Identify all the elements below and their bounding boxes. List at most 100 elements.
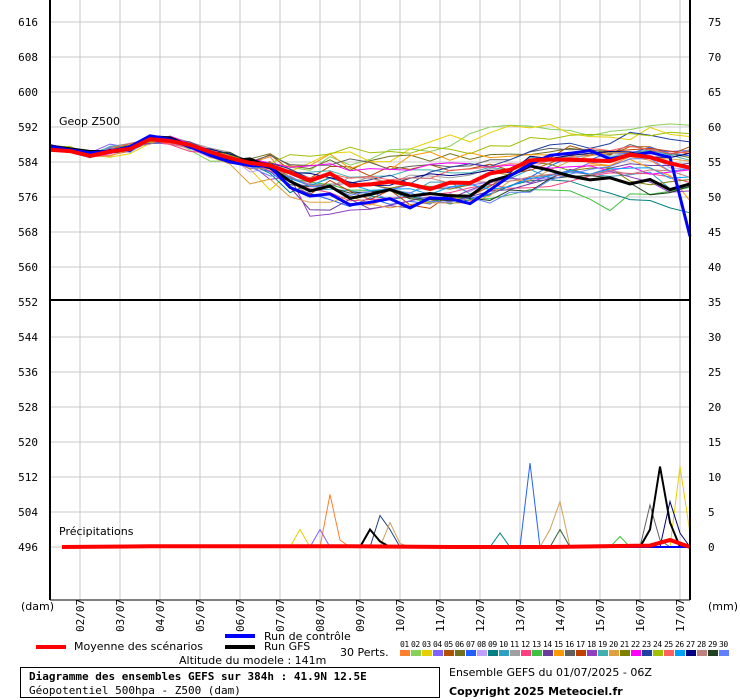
y-tick-right: 5 [708,506,715,519]
legend-pert-swatch [477,650,487,656]
legend-pert-swatch [444,650,454,656]
y-tick-left: 568 [18,226,38,239]
y-tick-right: 30 [708,331,721,344]
y-tick-left: 552 [18,296,38,309]
precip-panel-title: Précipitations [59,525,134,538]
precip-line-12 [62,499,691,548]
legend-pert-number: 17 [576,640,585,649]
legend-control-label: Run de contrôle [264,630,351,643]
x-tick-date: 09/07 [354,599,367,632]
y-tick-left: 520 [18,436,38,449]
y-tick-right: 15 [708,436,721,449]
y-tick-left: 584 [18,156,38,169]
y-tick-right: 70 [708,51,721,64]
precip-line-02 [62,466,691,548]
legend-pert-number: 15 [554,640,563,649]
legend-pert-number: 27 [686,640,695,649]
legend-pert-number: 26 [675,640,684,649]
legend-pert-swatch [598,650,608,656]
x-tick-date: 10/07 [394,599,407,632]
legend-pert-number: 30 [719,640,728,649]
y-tick-left: 504 [18,506,38,519]
z500-series [49,123,692,237]
y-tick-left: 536 [18,366,38,379]
legend-pert-swatch [719,650,729,656]
legend-pert-number: 06 [455,640,464,649]
y-tick-left: 592 [18,121,38,134]
legend-pert-number: 05 [444,640,453,649]
legend-pert-swatch [664,650,674,656]
x-tick-date: 17/07 [674,599,687,632]
y-tick-left: 576 [18,191,38,204]
x-tick-date: 02/07 [74,599,87,632]
legend-pert-number: 11 [510,640,519,649]
x-tick-date: 12/07 [474,599,487,632]
legend-mean-line [36,645,66,649]
legend-pert-swatch [411,650,421,656]
legend-pert-swatch [697,650,707,656]
x-tick-date: 11/07 [434,599,447,632]
z500-line-moyenne-des-scénarios [49,137,691,192]
legend-pert-number: 25 [664,640,673,649]
precip-line-07 [62,499,690,548]
z500-panel-title: Geop Z500 [59,115,120,128]
legend-perts-label: 30 Perts. [340,646,389,659]
x-tick-date: 04/07 [154,599,167,632]
y-label-right: (mm) [708,600,739,613]
x-tick-date: 07/07 [274,599,287,632]
legend-pert-swatch [675,650,685,656]
legend-pert-swatch [565,650,575,656]
y-tick-right: 35 [708,296,721,309]
legend-pert-number: 01 [400,640,409,649]
y-tick-right: 55 [708,156,721,169]
legend-pert-number: 28 [697,640,706,649]
x-tick-date: 14/07 [554,599,567,632]
y-tick-right: 10 [708,471,721,484]
y-tick-right: 0 [708,541,715,554]
y-tick-right: 45 [708,226,721,239]
legend-pert-number: 09 [488,640,497,649]
y-tick-left: 560 [18,261,38,274]
info-subtitle: Géopotentiel 500hpa - Z500 (dam) [29,684,241,697]
y-tick-left: 528 [18,401,38,414]
legend-pert-number: 20 [609,640,618,649]
legend-pert-number: 02 [411,640,420,649]
legend-pert-number: 21 [620,640,629,649]
x-tick-date: 08/07 [314,599,327,632]
precip-line-04 [62,514,690,548]
y-tick-right: 65 [708,86,721,99]
precip-line-06 [62,462,690,548]
y-tick-right: 40 [708,261,721,274]
legend-pert-number: 16 [565,640,574,649]
legend-pert-swatch [543,650,553,656]
legend-pert-number: 19 [598,640,607,649]
legend-pert-number: 13 [532,640,541,649]
y-tick-right: 20 [708,401,721,414]
z500-line-run-de-contrôle [49,134,692,237]
z500-line-23 [49,131,691,185]
legend-pert-swatch [554,650,564,656]
x-tick-date: 15/07 [594,599,607,632]
legend-pert-swatch [620,650,630,656]
x-tick-date: 03/07 [114,599,127,632]
legend-mean-label: Moyenne des scénarios [74,640,203,653]
legend-pert-swatch [499,650,509,656]
legend-pert-swatch [455,650,465,656]
y-tick-left: 544 [18,331,38,344]
info-box: Diagramme des ensembles GEFS sur 384h : … [20,667,440,698]
legend-pert-swatch [532,650,542,656]
legend-pert-number: 07 [466,640,475,649]
legend-pert-swatch [653,650,663,656]
legend-pert-swatch [488,650,498,656]
legend-pert-swatch [587,650,597,656]
legend-pert-swatch [609,650,619,656]
legend-pert-swatch [521,650,531,656]
x-tick-date: 05/07 [194,599,207,632]
legend-gfs-label: Run GFS [264,640,311,653]
x-tick-date: 13/07 [514,599,527,632]
precip-line-01 [62,494,690,548]
precip-line-05 [62,521,690,548]
legend-pert-swatch [422,650,432,656]
y-tick-right: 60 [708,121,721,134]
